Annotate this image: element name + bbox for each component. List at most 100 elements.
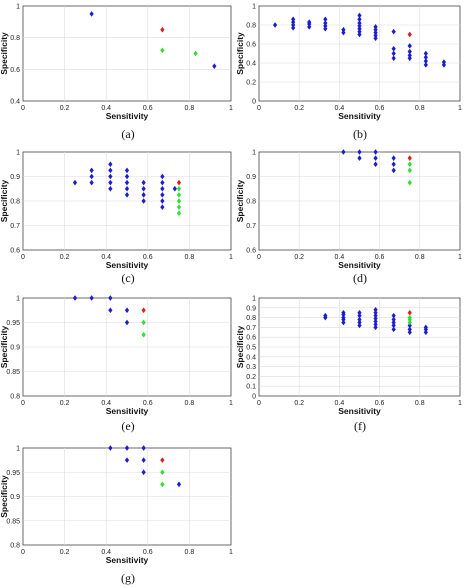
- data-point-blue: [357, 12, 362, 19]
- y-tick-label: 0.5: [246, 345, 256, 352]
- data-point-blue: [373, 161, 378, 168]
- data-point-green: [176, 210, 182, 217]
- x-tick-label: 0.8: [415, 105, 425, 112]
- data-point-blue: [272, 22, 278, 28]
- scatter-panel-5: 0 0.2 0.4 0.6 0.8 1 0.8 0.85 0.9 0.95 1 Sensitivity…: [0, 295, 233, 433]
- x-tick-label: 0.8: [415, 400, 425, 407]
- data-point-blue: [357, 149, 362, 155]
- data-point-blue: [407, 326, 412, 333]
- x-tick-label: 0: [21, 549, 25, 556]
- x-axis-label: Sensitivity: [338, 260, 381, 270]
- data-point-blue: [72, 295, 78, 301]
- data-point-blue: [357, 20, 362, 26]
- x-axis-label: Sensitivity: [338, 111, 381, 121]
- data-point-blue: [391, 316, 396, 323]
- data-point-blue: [141, 198, 146, 204]
- data-point-blue: [391, 326, 396, 333]
- x-axis-label: Sensitivity: [106, 111, 149, 121]
- data-point-blue: [89, 173, 94, 180]
- y-tick-label: 0.85: [6, 369, 20, 376]
- data-point-blue: [373, 324, 378, 331]
- y-tick-label: 0.6: [246, 42, 256, 49]
- y-tick-label: 0.8: [10, 199, 20, 206]
- y-tick-label: 0.2: [246, 80, 256, 87]
- data-point-blue: [391, 312, 396, 319]
- y-tick-label: 0.8: [246, 23, 256, 30]
- data-point-blue: [323, 312, 328, 319]
- y-tick-label: 1: [16, 446, 20, 453]
- data-point-green: [407, 161, 412, 168]
- x-tick-label: 0: [257, 105, 261, 112]
- x-tick-label: 0.4: [101, 400, 111, 407]
- data-point-blue: [391, 155, 396, 161]
- x-tick-label: 0.6: [375, 105, 385, 112]
- x-tick-label: 0.6: [143, 105, 153, 112]
- data-point-blue: [357, 16, 362, 23]
- data-point-blue: [423, 58, 428, 64]
- data-point-green: [176, 185, 182, 192]
- x-tick-label: 1: [458, 105, 462, 112]
- data-point-blue: [373, 306, 378, 313]
- data-point-blue: [291, 16, 296, 23]
- y-tick-label: 0.6: [246, 335, 256, 342]
- data-point-blue: [373, 149, 378, 155]
- data-point-blue: [357, 316, 362, 323]
- data-point-blue: [323, 20, 328, 26]
- data-point-blue: [160, 179, 165, 186]
- data-point-blue: [407, 322, 412, 329]
- scatter-panel-3: 0 0.2 0.4 0.6 0.8 1 0.6 0.7 0.8 0.9 1 Sensitivity Sp…: [0, 150, 233, 286]
- y-axis-label: Specificity: [235, 325, 245, 368]
- data-point-blue: [341, 314, 346, 321]
- y-tick-label: 0.8: [10, 35, 20, 42]
- data-point-blue: [373, 309, 378, 316]
- x-tick-label: 0.2: [60, 254, 70, 261]
- y-tick-label: 0.6: [10, 248, 20, 255]
- x-tick-label: 0.6: [375, 400, 385, 407]
- data-point-blue: [108, 445, 113, 451]
- y-tick-label: 0.8: [246, 315, 256, 322]
- data-point-green: [176, 192, 182, 198]
- data-point-green: [141, 319, 146, 326]
- x-tick-label: 0.6: [143, 400, 153, 407]
- x-tick-label: 0.2: [60, 400, 70, 407]
- y-tick-label: 0.85: [6, 518, 20, 525]
- data-point-blue: [160, 198, 165, 204]
- panel-caption: (e): [121, 419, 134, 433]
- data-point-red: [407, 31, 412, 38]
- y-tick-label: 1: [16, 296, 20, 303]
- data-point-green: [160, 47, 165, 54]
- x-tick-label: 0.4: [101, 105, 111, 112]
- data-point-blue: [160, 185, 165, 192]
- data-point-green: [407, 167, 412, 174]
- data-point-blue: [124, 307, 130, 314]
- y-tick-label: 0.4: [10, 99, 20, 106]
- scatter-panel-6: 0 0.2 0.4 0.6 0.8 1 0 0.1 0.2 0.3 0.4 0.5 0.6 0.7 0.8 0…: [235, 296, 462, 434]
- y-tick-label: 0: [252, 394, 256, 401]
- panel-caption: (f): [354, 419, 366, 433]
- data-point-blue: [124, 457, 130, 463]
- data-point-blue: [391, 55, 396, 62]
- data-point-blue: [323, 16, 328, 23]
- y-axis-label: Specificity: [0, 32, 9, 75]
- data-point-green: [160, 481, 165, 488]
- panel-caption: (g): [121, 571, 135, 585]
- x-tick-label: 0.2: [294, 400, 304, 407]
- data-point-blue: [141, 192, 146, 198]
- data-point-blue: [341, 319, 346, 326]
- x-tick-label: 0.8: [185, 549, 195, 556]
- x-tick-label: 1: [229, 105, 233, 112]
- panel-caption: (c): [121, 271, 134, 285]
- data-point-blue: [307, 24, 312, 30]
- data-point-blue: [407, 52, 412, 59]
- data-point-blue: [124, 173, 130, 180]
- x-tick-label: 0: [257, 254, 261, 261]
- data-point-blue: [423, 50, 428, 57]
- x-tick-label: 0.4: [335, 400, 345, 407]
- y-tick-label: 1: [16, 4, 20, 11]
- y-tick-label: 0.7: [246, 223, 256, 230]
- data-point-blue: [141, 179, 146, 186]
- data-point-red: [141, 307, 146, 314]
- x-tick-label: 0.6: [143, 254, 153, 261]
- x-tick-label: 0: [21, 105, 25, 112]
